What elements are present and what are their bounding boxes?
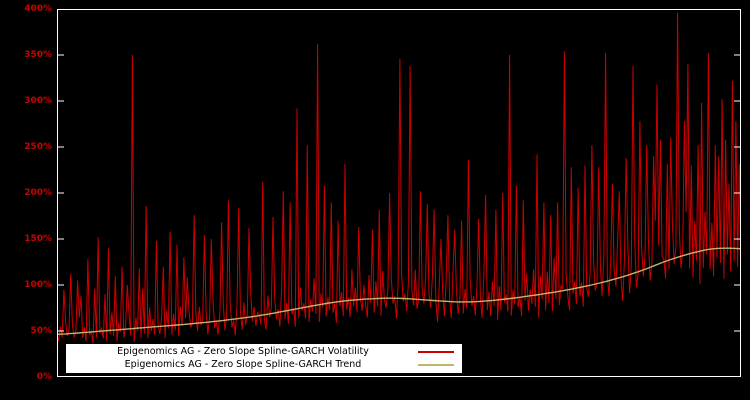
y-tick-label: 200% <box>24 188 52 198</box>
y-tick-label: 400% <box>24 4 52 14</box>
y-tick-label: 250% <box>24 142 52 152</box>
y-tick-label: 100% <box>24 280 52 290</box>
volatility-line-sample <box>418 351 454 353</box>
legend-label-trend: Epigenomics AG - Zero Slope Spline-GARCH… <box>124 359 362 370</box>
y-tick-label: 300% <box>24 96 52 106</box>
y-axis-ticks <box>57 9 741 377</box>
volatility-series <box>57 12 741 344</box>
trend-series <box>57 247 741 335</box>
legend-label-volatility: Epigenomics AG - Zero Slope Spline-GARCH… <box>117 346 369 357</box>
chart-canvas <box>57 9 741 377</box>
legend-item-volatility: Epigenomics AG - Zero Slope Spline-GARCH… <box>74 346 454 358</box>
y-tick-label: 0% <box>36 372 52 382</box>
plot-area <box>57 9 741 377</box>
y-tick-label: 150% <box>24 234 52 244</box>
plot-frame <box>57 9 741 377</box>
y-tick-label: 350% <box>24 50 52 60</box>
y-tick-label: 50% <box>30 326 52 336</box>
y-axis: 0% 50% 100% 150% 200% 250% 300% 350% 400% <box>0 0 53 400</box>
legend-item-trend: Epigenomics AG - Zero Slope Spline-GARCH… <box>74 359 454 371</box>
legend: Epigenomics AG - Zero Slope Spline-GARCH… <box>66 344 462 373</box>
trend-line-sample <box>418 364 454 366</box>
